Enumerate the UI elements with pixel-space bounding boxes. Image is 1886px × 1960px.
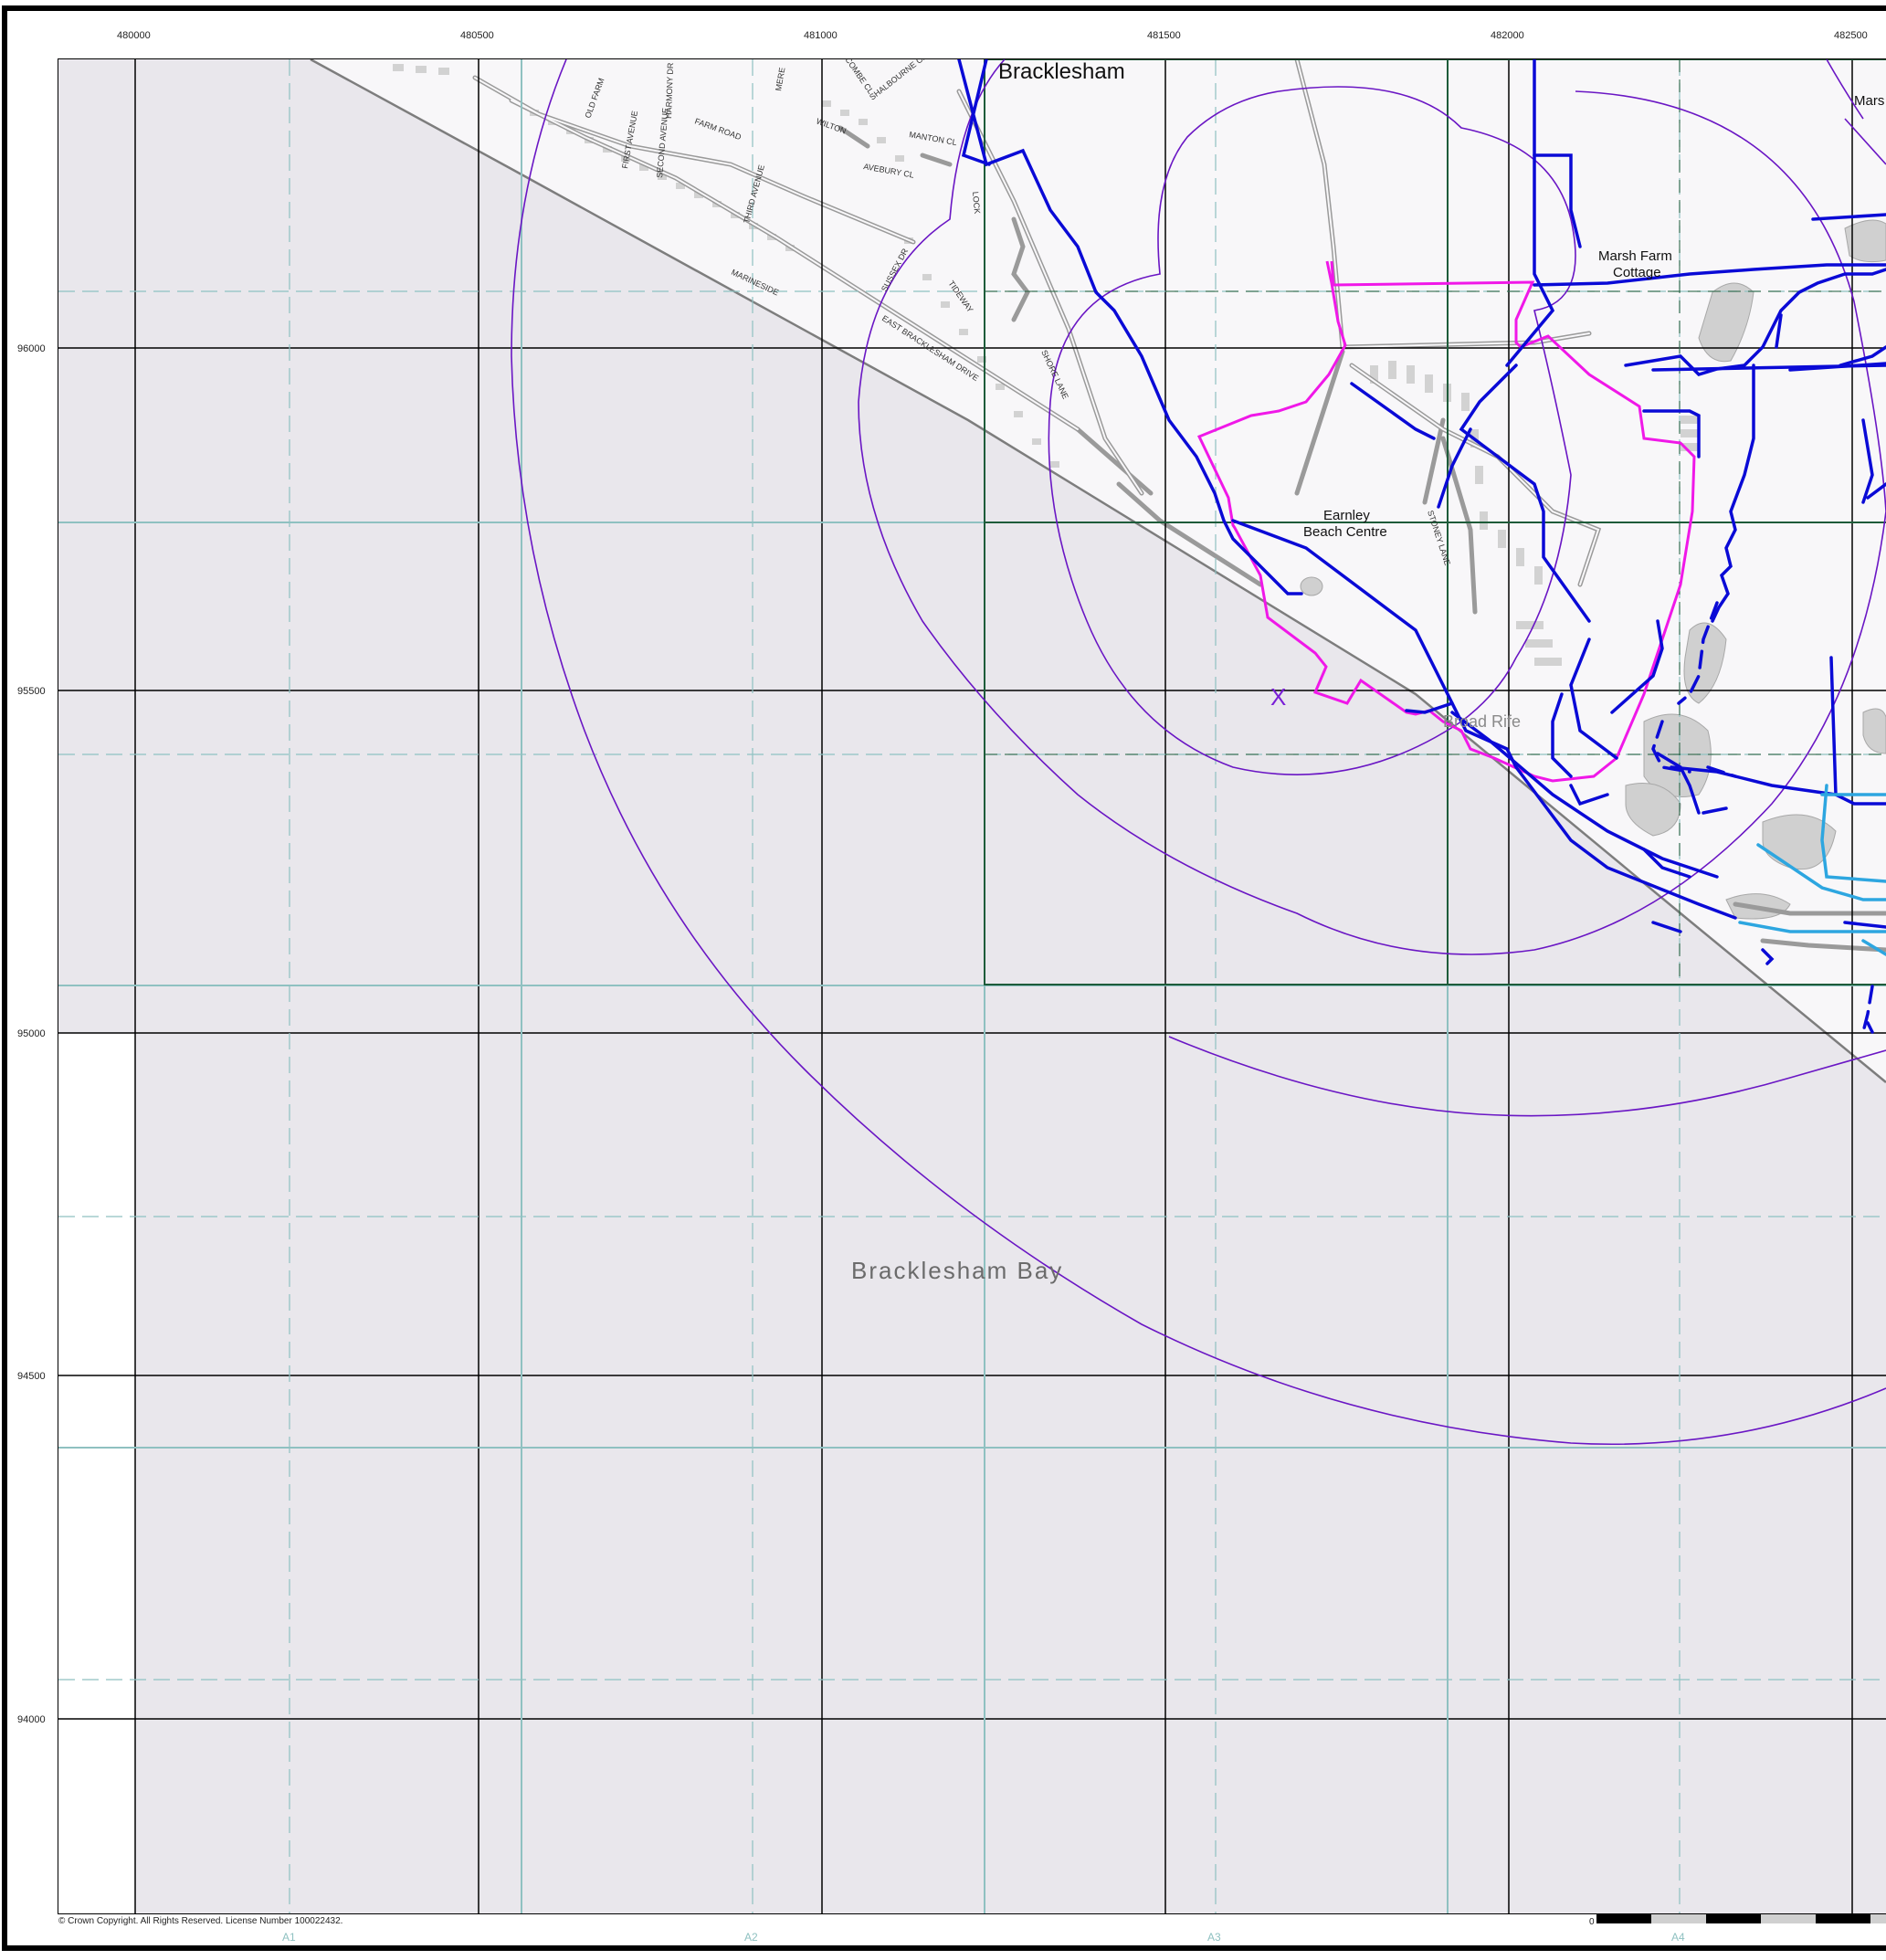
scale-zero-label: 0 — [1589, 1917, 1595, 1927]
place-label-earnley-2: Beach Centre — [1303, 524, 1387, 540]
place-label-marsh-partial: Mars — [1854, 93, 1884, 109]
northing-label: 96000 — [17, 343, 46, 354]
place-label-bracklesham: Bracklesham — [998, 59, 1125, 84]
easting-label: 481500 — [1147, 30, 1181, 41]
northing-label: 94500 — [17, 1371, 46, 1382]
sheet-labels: A1 A2 A3 A4 — [282, 1931, 1685, 1944]
sheet-label: A1 — [282, 1931, 296, 1944]
sheet-label: A3 — [1207, 1931, 1221, 1944]
drainage-light — [1738, 784, 1886, 956]
site-marker: X — [1270, 683, 1286, 711]
easting-label: 482500 — [1834, 30, 1868, 41]
easting-label: 480000 — [117, 30, 151, 41]
outer-border — [2, 5, 1886, 1951]
scale-bar: 0 — [1589, 1914, 1886, 1927]
grid-major — [58, 59, 1886, 1913]
subsheet-grid — [984, 59, 1886, 985]
water-bodies — [1300, 219, 1886, 920]
drainage-dashed — [1651, 601, 1874, 1034]
margin-strip — [58, 1033, 135, 1913]
subsheet-grid-dashed — [985, 59, 1886, 985]
northing-label: 95500 — [17, 686, 46, 697]
sheet-label: A2 — [744, 1931, 758, 1944]
grid-sheets-dashed — [58, 59, 1886, 1913]
buffer-rings — [511, 59, 1886, 1446]
land-area — [311, 59, 1886, 1082]
copyright-notice: © Crown Copyright. All Rights Reserved. … — [58, 1916, 342, 1926]
street-harmony: HARMONY DR — [664, 62, 675, 119]
easting-label: 480500 — [460, 30, 494, 41]
easting-labels: 480000 480500 481000 481500 482000 48250… — [117, 30, 1868, 41]
sheet-label: A4 — [1671, 1931, 1685, 1944]
place-label-earnley-1: Earnley — [1323, 508, 1370, 523]
site-boundary[interactable] — [1196, 260, 1696, 783]
drainage-network[interactable] — [957, 59, 1886, 1034]
street-lock: LOCK — [971, 191, 982, 214]
place-label-broad-rife: Broad Rife — [1443, 712, 1521, 731]
place-label-marsh-farm-1: Marsh Farm — [1598, 248, 1672, 264]
northing-labels: 96000 95500 95000 94500 94000 — [17, 343, 46, 1725]
place-label-marsh-farm-2: Cottage — [1613, 265, 1661, 280]
street-mere: MERE — [774, 67, 786, 91]
place-label-bracklesham-bay: Bracklesham Bay — [851, 1257, 1063, 1284]
easting-label: 481000 — [804, 30, 838, 41]
easting-label: 482000 — [1491, 30, 1524, 41]
northing-label: 95000 — [17, 1028, 46, 1039]
northing-label: 94000 — [17, 1714, 46, 1725]
